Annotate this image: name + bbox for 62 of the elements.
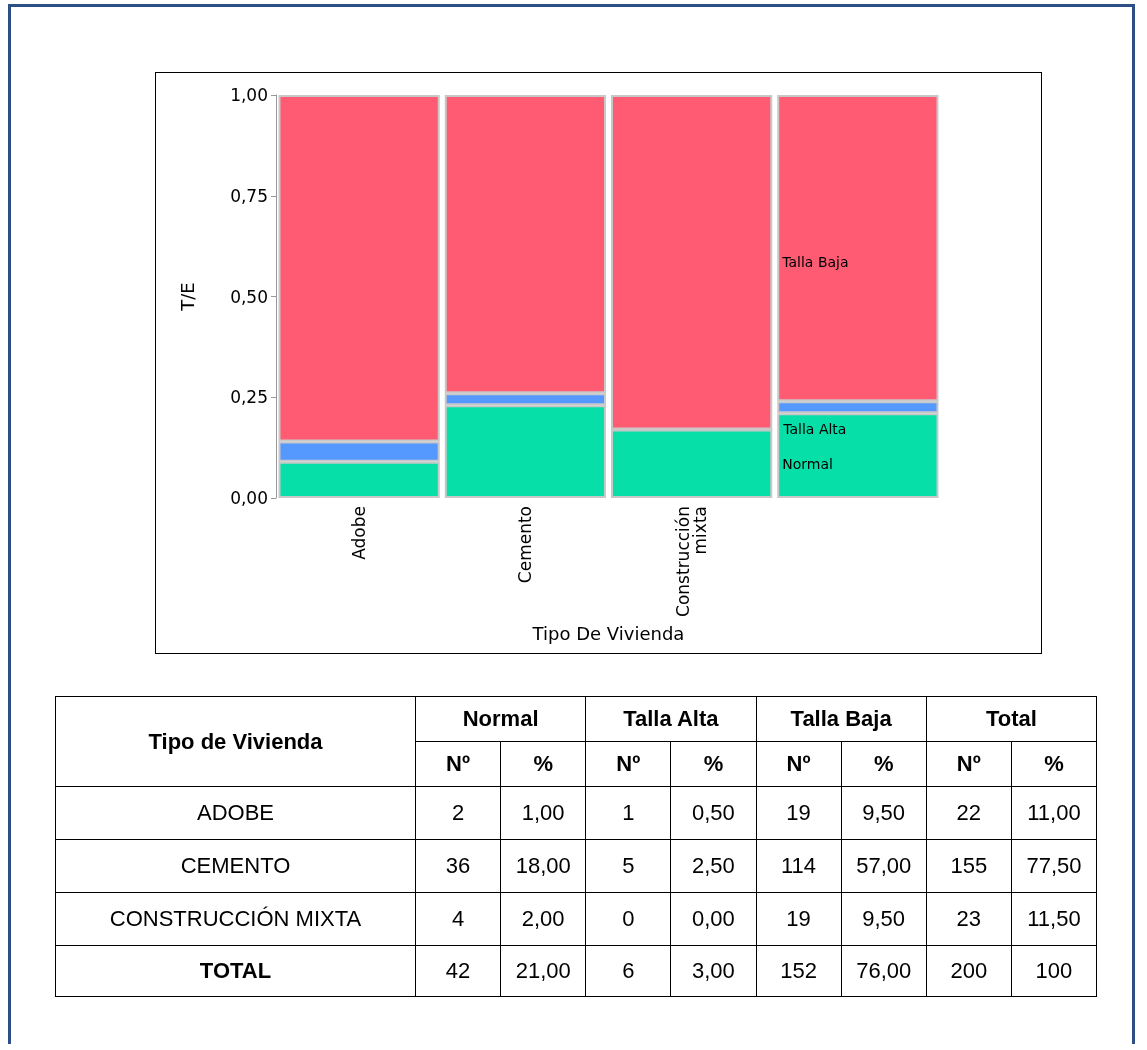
data-label: 152 [756, 945, 842, 997]
y-tick-label: 0,00 [230, 488, 268, 508]
text: % [1044, 751, 1064, 776]
text: Talla Alta [585, 696, 756, 742]
text: Nº [786, 751, 811, 776]
data-label: 36 [415, 839, 501, 893]
text: Nº [415, 741, 501, 787]
data-label: 200 [926, 945, 1012, 997]
data-label: 19 [756, 892, 842, 946]
text: Nº [956, 751, 981, 776]
data-label: 22 [926, 786, 1012, 840]
data-label: 2,00 [500, 892, 586, 946]
text: Nº [616, 751, 641, 776]
data-label: 2,50 [670, 839, 756, 893]
y-tick-label: 1,00 [230, 85, 268, 105]
data-label: 0 [585, 892, 671, 946]
text: Tipo de Vivienda [55, 696, 416, 787]
data-label: 76,00 [841, 945, 927, 997]
category-label: CONSTRUCCIÓN MIXTA [55, 892, 416, 946]
text: % [873, 751, 894, 776]
series-label: Normal [782, 455, 833, 472]
data-label: 3,00 [670, 945, 756, 997]
data-label: 0,00 [670, 892, 756, 946]
text: Talla Baja [756, 696, 927, 742]
data-label: 9,50 [841, 892, 927, 946]
x-tick-label: Construcción mixta [673, 506, 711, 617]
data-label: 18,00 [500, 839, 586, 893]
data-label: 9,50 [841, 786, 927, 840]
y-axis-title: T/E [176, 282, 198, 312]
y-tick-label: 0,25 [230, 387, 268, 408]
data-label: 2 [415, 786, 501, 840]
data-label: 57,00 [841, 839, 927, 893]
data-label: 155 [926, 839, 1012, 893]
data-label: 77,50 [1011, 839, 1097, 893]
data-label: 19 [756, 786, 842, 840]
text: Normal [415, 696, 586, 742]
data-label: 1 [585, 786, 671, 840]
data-label: 11,00 [1011, 786, 1097, 840]
y-tick-label: 0,75 [230, 185, 268, 206]
data-label: 23 [926, 892, 1012, 946]
y-tick-label: 0,50 [230, 286, 268, 307]
data-label: 100 [1011, 945, 1097, 997]
x-axis-title: Tipo De Vivienda [531, 623, 685, 645]
data-label: 6 [585, 945, 671, 997]
x-tick-label: Adobe [349, 506, 370, 560]
series-label: Talla Baja [781, 254, 849, 271]
x-tick-label: Cemento [515, 506, 536, 584]
data-label: 11,50 [1011, 892, 1097, 946]
data-label: 21,00 [500, 945, 586, 997]
category-label: ADOBE [55, 786, 416, 840]
category-label: TOTAL [55, 945, 416, 997]
text: % [500, 741, 586, 787]
data-label: 0,50 [670, 786, 756, 840]
data-label: 4 [415, 892, 501, 946]
text: % [703, 751, 724, 776]
series-label: Talla Alta [782, 421, 847, 438]
data-label: 5 [585, 839, 671, 893]
category-label: CEMENTO [55, 839, 416, 893]
text: Total [926, 696, 1097, 742]
data-label: 42 [415, 945, 501, 997]
data-label: 114 [756, 839, 842, 893]
data-label: 1,00 [500, 786, 586, 840]
